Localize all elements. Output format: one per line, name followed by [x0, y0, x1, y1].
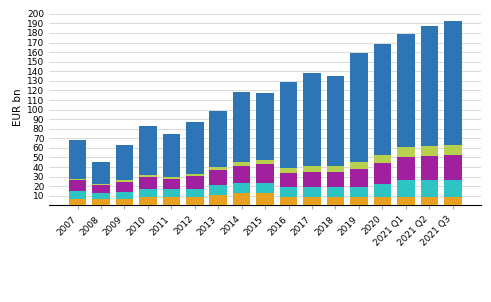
Bar: [303, 172, 321, 187]
Bar: [374, 163, 391, 184]
Bar: [327, 172, 344, 187]
Bar: [92, 199, 110, 205]
Bar: [397, 147, 414, 156]
Bar: [350, 169, 368, 187]
Bar: [420, 26, 438, 146]
Bar: [256, 193, 274, 205]
Bar: [420, 179, 438, 197]
Bar: [280, 168, 298, 173]
Bar: [69, 191, 86, 199]
Bar: [374, 184, 391, 197]
Bar: [327, 76, 344, 166]
Bar: [163, 197, 180, 205]
Bar: [280, 197, 298, 205]
Bar: [444, 155, 462, 179]
Bar: [350, 197, 368, 205]
Bar: [116, 181, 133, 182]
Bar: [280, 82, 298, 168]
Bar: [233, 166, 250, 183]
Bar: [233, 162, 250, 166]
Bar: [116, 192, 133, 199]
Bar: [210, 167, 227, 170]
Bar: [327, 197, 344, 205]
Bar: [69, 140, 86, 178]
Bar: [92, 184, 110, 185]
Bar: [139, 175, 157, 177]
Bar: [280, 173, 298, 187]
Bar: [444, 145, 462, 155]
Bar: [233, 92, 250, 162]
Bar: [210, 111, 227, 167]
Bar: [350, 53, 368, 162]
Bar: [256, 164, 274, 183]
Bar: [303, 166, 321, 172]
Bar: [256, 93, 274, 160]
Bar: [444, 179, 462, 197]
Bar: [397, 156, 414, 181]
Bar: [397, 34, 414, 147]
Bar: [397, 181, 414, 197]
Bar: [186, 122, 204, 174]
Bar: [420, 146, 438, 156]
Bar: [139, 126, 157, 175]
Bar: [280, 187, 298, 197]
Bar: [444, 197, 462, 205]
Bar: [69, 199, 86, 205]
Bar: [303, 197, 321, 205]
Bar: [327, 187, 344, 197]
Bar: [256, 183, 274, 193]
Bar: [256, 160, 274, 164]
Bar: [303, 187, 321, 197]
Bar: [210, 185, 227, 195]
Bar: [163, 177, 180, 178]
Bar: [92, 193, 110, 199]
Bar: [420, 156, 438, 179]
Bar: [92, 185, 110, 193]
Bar: [350, 162, 368, 169]
Bar: [186, 189, 204, 197]
Bar: [163, 189, 180, 197]
Bar: [163, 133, 180, 177]
Bar: [139, 189, 157, 197]
Bar: [374, 197, 391, 205]
Bar: [69, 181, 86, 191]
Bar: [116, 199, 133, 205]
Bar: [327, 166, 344, 172]
Bar: [139, 177, 157, 189]
Bar: [303, 73, 321, 166]
Bar: [186, 174, 204, 176]
Bar: [92, 162, 110, 184]
Bar: [139, 197, 157, 205]
Bar: [69, 178, 86, 181]
Bar: [116, 182, 133, 192]
Bar: [350, 187, 368, 197]
Bar: [116, 145, 133, 181]
Bar: [233, 183, 250, 193]
Bar: [397, 197, 414, 205]
Bar: [210, 170, 227, 185]
Bar: [210, 195, 227, 205]
Bar: [186, 197, 204, 205]
Y-axis label: EUR bn: EUR bn: [13, 88, 23, 126]
Bar: [374, 155, 391, 163]
Bar: [163, 178, 180, 189]
Bar: [420, 197, 438, 205]
Bar: [186, 176, 204, 189]
Bar: [374, 44, 391, 155]
Bar: [233, 193, 250, 205]
Bar: [444, 21, 462, 145]
